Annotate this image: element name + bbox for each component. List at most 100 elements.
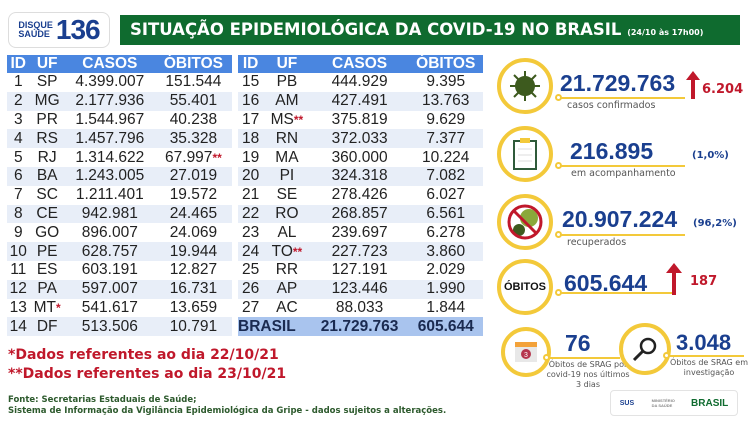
table-cell: 4.399.007 (65, 73, 155, 92)
divider-dot (555, 289, 562, 296)
table-cell: 13 (7, 299, 30, 318)
table-cell: 10.791 (154, 317, 232, 337)
table-cell: 427.491 (310, 91, 409, 111)
divider (666, 355, 744, 357)
cell-value: 6.027 (426, 186, 466, 204)
cell-value: RO (275, 204, 299, 222)
table-cell: RS (29, 129, 65, 149)
note-single-star: *Dados referentes ao dia 22/10/21 (8, 347, 279, 363)
table-cell: PA (29, 279, 65, 299)
footnote-marker: ** (293, 112, 304, 127)
table-cell: RR (263, 261, 311, 280)
table-cell: 18 (238, 129, 264, 149)
cell-value: 227.723 (331, 242, 388, 260)
cell-value: 1.243.005 (75, 167, 145, 185)
column-header: CASOS (64, 55, 155, 73)
table-cell: 324.318 (310, 166, 409, 186)
table-cell: 603.191 (65, 261, 155, 280)
divider (560, 165, 685, 167)
table-cell: 19 (238, 148, 263, 167)
table-cell: 35.328 (154, 129, 232, 149)
table-cell: 24.069 (155, 223, 232, 242)
label-line: Óbitos de SRAG por (548, 360, 628, 369)
table-cell: 88.033 (311, 299, 409, 318)
table-cell: 7.082 (408, 166, 483, 186)
table-cell: 67.997** (155, 148, 232, 167)
cell-value: AC (276, 298, 298, 316)
table-cell: 9.629 (408, 111, 483, 130)
table-cell: AC (263, 299, 311, 318)
cell-value: 11 (10, 261, 27, 279)
table-cell: 10.224 (408, 148, 483, 167)
cell-value: 3.860 (426, 242, 466, 260)
cell-value: AP (276, 280, 298, 298)
column-header: ÓBITOS (408, 55, 483, 73)
table-cell: 21.729.763 (310, 317, 409, 337)
table-cell: CE (29, 204, 65, 224)
cell-value: 1 (13, 73, 23, 91)
cell-value: 3 (13, 110, 23, 128)
cell-value: 23 (241, 223, 260, 241)
cell-value: 6.561 (426, 204, 466, 222)
cell-value: PB (276, 73, 298, 91)
cell-value: 55.401 (169, 92, 218, 110)
cell-value: BRASIL (238, 317, 296, 335)
cell-value: RN (275, 129, 299, 147)
cell-value: PI (279, 167, 295, 185)
ministry-logo: MINISTÉRIO DA SAÚDE (651, 398, 675, 408)
government-logos: SUS MINISTÉRIO DA SAÚDE BRASIL (610, 390, 738, 416)
table-cell: 372.033 (310, 129, 409, 149)
cell-value: 151.544 (165, 73, 222, 91)
cell-value: 17 (241, 110, 260, 128)
cell-value: PE (36, 242, 58, 260)
table-cell: 11 (7, 261, 30, 280)
cell-value: 22 (241, 204, 260, 222)
table-cell: 227.723 (310, 242, 409, 261)
table-cell: 942.981 (64, 204, 155, 224)
cell-value: 20 (241, 167, 260, 185)
cell-value: 88.033 (335, 298, 384, 316)
cell-value: 16 (241, 92, 260, 110)
table-row: 27 AC 88.033 1.844 (238, 299, 483, 318)
cell-value: 10.791 (169, 317, 218, 335)
cell-value: 127.191 (331, 261, 388, 279)
cell-value: 18 (241, 129, 260, 147)
cell-value: 9 (13, 223, 23, 241)
divider-dot (555, 231, 562, 238)
table-cell: 12 (7, 279, 30, 299)
table-cell: 4 (7, 129, 30, 149)
table-cell: 1.844 (408, 299, 483, 318)
cell-value: 5 (13, 148, 23, 166)
cell-value: 19.944 (169, 242, 218, 260)
table-row: 3 PR 1.544.967 40.238 (7, 111, 232, 130)
cell-value: 444.929 (331, 73, 388, 91)
table-cell: 9 (7, 223, 30, 242)
states-table-left: ID UF CASOS ÓBITOS 1 SP 4.399.007 151.544 2 MG 2.1… (7, 55, 232, 337)
cell-value: MG (34, 92, 60, 110)
column-header: UF (263, 55, 311, 73)
table-cell: BA (29, 166, 65, 186)
monitoring-value: 216.895 (570, 138, 654, 164)
deaths-value: 605.644 (564, 270, 648, 296)
column-header: ÓBITOS (154, 55, 232, 73)
cell-value: 10 (9, 242, 27, 260)
table-cell: 2 (7, 91, 30, 111)
cell-value: 372.033 (331, 129, 388, 147)
no-virus-icon (497, 194, 553, 250)
table-cell: 6.561 (408, 204, 483, 224)
table-cell: 6.027 (408, 186, 483, 205)
logo-line1: DISQUE (18, 20, 53, 30)
table-row: 9 GO 896.007 24.069 (7, 223, 232, 242)
table-cell: 127.191 (311, 261, 409, 280)
divider (560, 97, 685, 99)
cell-value: PA (37, 280, 57, 298)
cell-value: 2.029 (426, 261, 466, 279)
table-cell: 1.457.796 (64, 129, 155, 149)
srag-investigation-label: Óbitos de SRAG em investigação (668, 358, 750, 378)
table-cell: 13.763 (408, 91, 483, 111)
confirmed-increase: 6.204 (702, 82, 744, 97)
table-cell: 1.243.005 (64, 166, 155, 186)
cell-value: 13 (9, 298, 27, 316)
table-cell: 268.857 (310, 204, 409, 224)
table-cell: 16 (238, 91, 264, 111)
